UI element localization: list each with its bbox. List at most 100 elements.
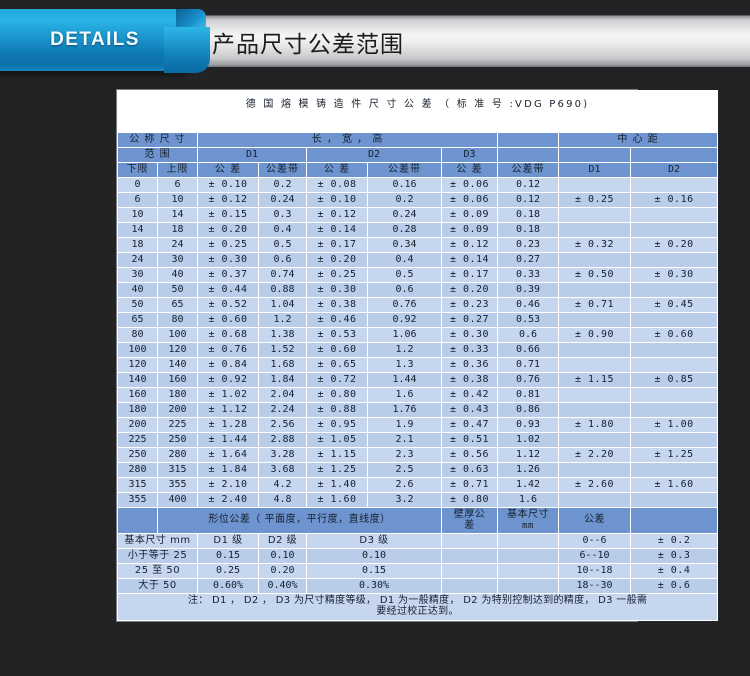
lower-row-d3: 0.10 (306, 547, 442, 564)
row-d2-band: 1.2 (367, 341, 442, 358)
row-cd-d2: ± 1.60 (629, 476, 719, 493)
row-d2-band: 0.92 (367, 311, 442, 328)
row-d2-band: 0.2 (367, 191, 442, 208)
lower-row-basic-size: 10--18 (558, 562, 631, 579)
lower-header-geometric: 形位公差（ 平面度，平行度，直线度） (157, 506, 442, 534)
row-d3-band: 1.12 (497, 446, 559, 463)
row-d2-band: 0.6 (367, 281, 442, 298)
row-d1-band: 2.04 (258, 386, 307, 403)
row-lower-limit: 140 (117, 371, 158, 388)
lower-section-header-row: 形位公差（ 平面度，平行度，直线度） 壁厚公 差 基本尺寸 mm 公差 (117, 506, 719, 534)
row-d2-tolerance: ± 0.25 (306, 266, 368, 283)
row-lower-limit: 50 (117, 296, 158, 313)
row-upper-limit: 10 (157, 191, 198, 208)
lower-header-wall-thickness: 壁厚公 差 (441, 506, 498, 534)
row-d1-band: 0.6 (258, 251, 307, 268)
row-d2-band: 0.5 (367, 266, 442, 283)
row-d1-band: 1.52 (258, 341, 307, 358)
row-lower-limit: 200 (117, 416, 158, 433)
row-upper-limit: 400 (157, 491, 198, 508)
table-row: 40 50 ± 0.44 0.88 ± 0.30 0.6 ± 0.20 0.39 (117, 281, 719, 298)
lower-row-d2: D2 级 (258, 532, 307, 549)
header-spacer-3 (558, 146, 631, 163)
header-lower-limit: 下限 (117, 161, 158, 178)
row-cd-d1: ± 0.32 (558, 236, 631, 253)
lower-row-basic-size: 0--6 (558, 532, 631, 549)
row-d3-tolerance: ± 0.63 (441, 461, 498, 478)
row-d2-band: 0.34 (367, 236, 442, 253)
table-row: 65 80 ± 0.60 1.2 ± 0.46 0.92 ± 0.27 0.53 (117, 311, 719, 328)
row-upper-limit: 160 (157, 371, 198, 388)
row-cd-d2 (629, 491, 719, 508)
row-d1-tolerance: ± 1.84 (197, 461, 259, 478)
row-d2-tolerance: ± 0.14 (306, 221, 368, 238)
lower-row-d3: 0.15 (306, 562, 442, 579)
row-upper-limit: 24 (157, 236, 198, 253)
row-upper-limit: 50 (157, 281, 198, 298)
row-d1-tolerance: ± 0.52 (197, 296, 259, 313)
row-d3-band: 1.42 (497, 476, 559, 493)
table-row: 18 24 ± 0.25 0.5 ± 0.17 0.34 ± 0.12 0.23 ± 0.32 ±… (117, 236, 719, 253)
row-d1-tolerance: ± 1.64 (197, 446, 259, 463)
row-d1-tolerance: ± 0.44 (197, 281, 259, 298)
row-lower-limit: 14 (117, 221, 158, 238)
table-row: 6 10 ± 0.12 0.24 ± 0.10 0.2 ± 0.06 0.12 ± 0.25 ± … (117, 191, 719, 208)
lower-row-d1: 0.25 (197, 562, 259, 579)
row-upper-limit: 30 (157, 251, 198, 268)
row-d1-tolerance: ± 0.84 (197, 356, 259, 373)
lower-row-d3: D3 级 (306, 532, 442, 549)
lower-section-row: 小于等于 25 0.15 0.10 0.10 6--10 ± 0.3 (117, 547, 719, 564)
row-upper-limit: 40 (157, 266, 198, 283)
row-d1-band: 2.24 (258, 401, 307, 418)
row-d1-tolerance: ± 2.40 (197, 491, 259, 508)
row-d3-band: 1.02 (497, 431, 559, 448)
lower-header-spacer (117, 506, 158, 534)
row-cd-d1: ± 2.20 (558, 446, 631, 463)
row-cd-d2 (629, 356, 719, 373)
row-cd-d2: ± 0.30 (629, 266, 719, 283)
row-d1-tolerance: ± 0.37 (197, 266, 259, 283)
row-upper-limit: 80 (157, 311, 198, 328)
row-d3-tolerance: ± 0.56 (441, 446, 498, 463)
lower-row-wall-thickness (497, 547, 559, 564)
row-upper-limit: 315 (157, 461, 198, 478)
header-d1-tolerance: 公 差 (197, 161, 259, 178)
lower-section-body: 基本尺寸 mm D1 级 D2 级 D3 级 0--6 ± 0.2 小于等于 25 0.15 0… (117, 532, 719, 594)
row-cd-d1 (558, 221, 631, 238)
row-d3-band: 0.33 (497, 266, 559, 283)
row-d1-band: 0.2 (258, 176, 307, 193)
row-d1-band: 2.88 (258, 431, 307, 448)
row-lower-limit: 65 (117, 311, 158, 328)
lower-row-tolerance: ± 0.2 (629, 532, 719, 549)
row-d3-band: 0.27 (497, 251, 559, 268)
row-cd-d1 (558, 281, 631, 298)
row-d2-band: 2.5 (367, 461, 442, 478)
row-d3-tolerance: ± 0.06 (441, 191, 498, 208)
row-cd-d2 (629, 176, 719, 193)
row-cd-d2 (629, 251, 719, 268)
row-lower-limit: 30 (117, 266, 158, 283)
row-cd-d1: ± 0.50 (558, 266, 631, 283)
details-ribbon (0, 9, 191, 71)
row-d3-band: 0.18 (497, 206, 559, 223)
row-d2-tolerance: ± 1.15 (306, 446, 368, 463)
table-title: 德 国 熔 模 铸 造 件 尺 寸 公 差 （ 标 准 号 :VDG P690) (117, 90, 718, 132)
table-header-row-1: 公 称 尺 寸 长 ， 宽 ， 高 中 心 距 (117, 131, 719, 148)
row-cd-d2: ± 1.25 (629, 446, 719, 463)
row-cd-d2 (629, 281, 719, 298)
row-cd-d2: ± 0.16 (629, 191, 719, 208)
row-lower-limit: 280 (117, 461, 158, 478)
ribbon-fold-decoration (176, 9, 206, 31)
table-row: 0 6 ± 0.10 0.2 ± 0.08 0.16 ± 0.06 0.12 (117, 176, 719, 193)
row-d1-tolerance: ± 1.12 (197, 401, 259, 418)
row-d2-band: 0.4 (367, 251, 442, 268)
row-d1-tolerance: ± 0.10 (197, 176, 259, 193)
row-d3-band: 1.26 (497, 461, 559, 478)
lower-row-d1: 0.60% (197, 577, 259, 594)
row-d3-tolerance: ± 0.06 (441, 176, 498, 193)
header-cd-d1: D1 (558, 161, 631, 178)
row-d3-band: 0.93 (497, 416, 559, 433)
row-lower-limit: 100 (117, 341, 158, 358)
lower-row-gap (441, 547, 498, 564)
note-line-1: 注： D1 ， D2 ， D3 为尺寸精度等级， D1 为一般精度， D2 为特… (187, 594, 648, 606)
